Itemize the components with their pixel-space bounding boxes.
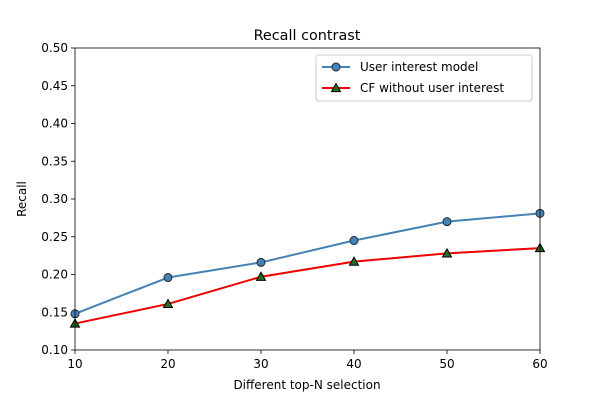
y-tick-label: 0.45 [41,79,68,93]
legend-box [315,54,533,102]
y-tick-label: 0.40 [41,117,68,131]
legend-entry: User interest model [322,60,478,74]
legend-label: User interest model [360,60,478,74]
y-tick-label: 0.35 [41,154,68,168]
y-tick-label: 0.20 [41,268,68,282]
series-2-point [255,271,267,281]
x-tick-label: 40 [346,357,361,371]
legend-marker [331,62,341,72]
legend: User interest model CF without user inter… [315,54,533,102]
y-tick-label: 0.25 [41,230,68,244]
y-axis-label: Recall [15,181,29,217]
series-1-point [442,217,452,227]
x-tick-label: 30 [253,357,268,371]
series-2-point [441,247,453,258]
chart-title: Recall contrast [254,28,361,44]
x-tick-label: 60 [532,357,547,371]
plot-frame [74,47,541,351]
legend-marker [330,82,342,93]
y-tick-label: 0.10 [41,343,68,357]
x-axis-label: Different top-N selection [233,378,380,392]
y-tick-label: 0.50 [41,41,68,55]
series-2-line [74,247,541,325]
plot-area: 10 20 30 40 50 60 0.10 0.15 0.20 0.25 0.30 0.35 0.40… [41,41,547,371]
legend-label: CF without user interest [360,81,504,95]
series-1-point [256,257,266,267]
x-tick-label: 10 [67,357,82,371]
y-tick-label: 0.15 [41,305,68,319]
series-1-line [74,212,541,315]
x-tick-label: 50 [439,357,454,371]
y-tick-label: 0.30 [41,192,68,206]
series-2-point [162,298,174,309]
series-1-point [349,236,359,246]
legend-entry: CF without user interest [322,81,504,95]
series-2-point [348,256,360,266]
series-1-point [163,273,173,283]
x-tick-label: 20 [160,357,175,371]
